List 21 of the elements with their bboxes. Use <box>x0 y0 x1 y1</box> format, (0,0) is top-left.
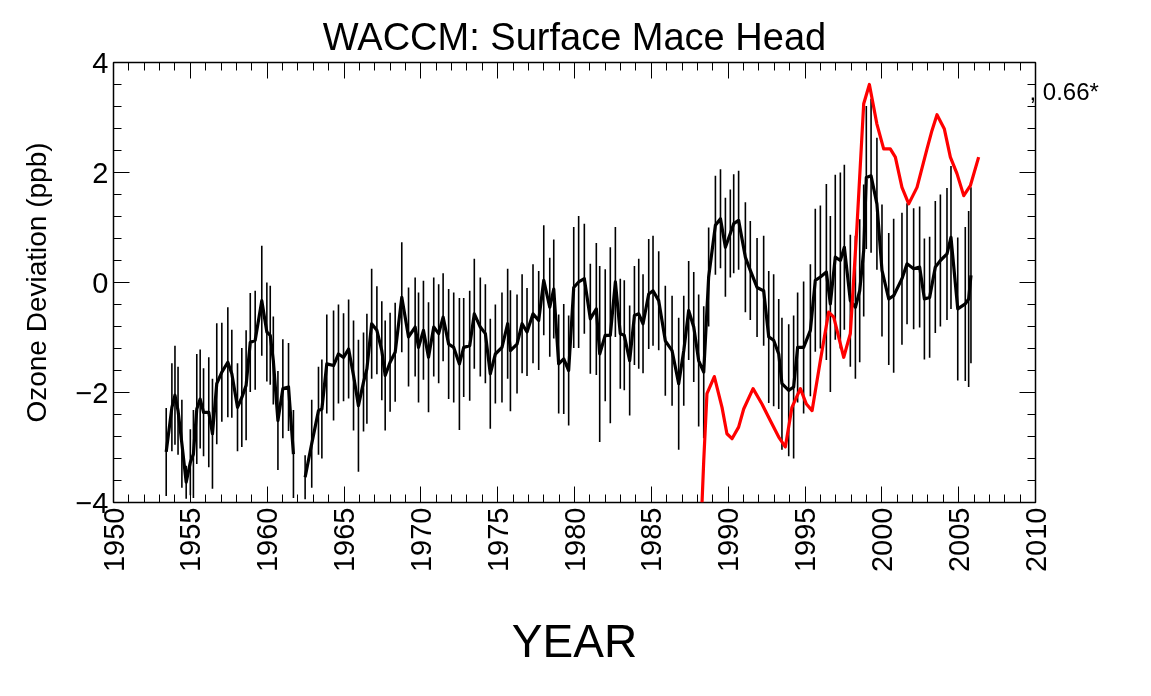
x-tick-label: 1970 <box>404 507 437 573</box>
y-tick-label: −2 <box>75 376 109 409</box>
x-tick-label: 1990 <box>712 507 745 573</box>
y-tick-label: 2 <box>92 156 109 189</box>
x-tick-label: 2000 <box>865 507 898 573</box>
x-tick-label: 2005 <box>942 507 975 573</box>
x-tick-label: 1980 <box>558 507 591 573</box>
x-tick-label: 1960 <box>251 507 284 573</box>
x-tick-label: 1995 <box>789 507 821 573</box>
chart-title: WACCM: Surface Mace Head <box>322 15 827 58</box>
x-tick-label: 1985 <box>635 507 668 573</box>
x-tick-label: 1955 <box>174 507 207 573</box>
line-series <box>700 82 981 503</box>
x-tick-label: 2010 <box>1019 507 1052 573</box>
x-tick-label: 1965 <box>328 507 360 573</box>
y-tick-label: 4 <box>92 46 109 79</box>
x-axis-title: YEAR <box>511 615 638 668</box>
x-tick-label: 1975 <box>481 507 514 573</box>
y-tick-label: 0 <box>92 266 109 299</box>
y-axis-title: Ozone Deviation (ppb) <box>21 142 53 423</box>
annotation: , 0.66* <box>1029 77 1099 105</box>
